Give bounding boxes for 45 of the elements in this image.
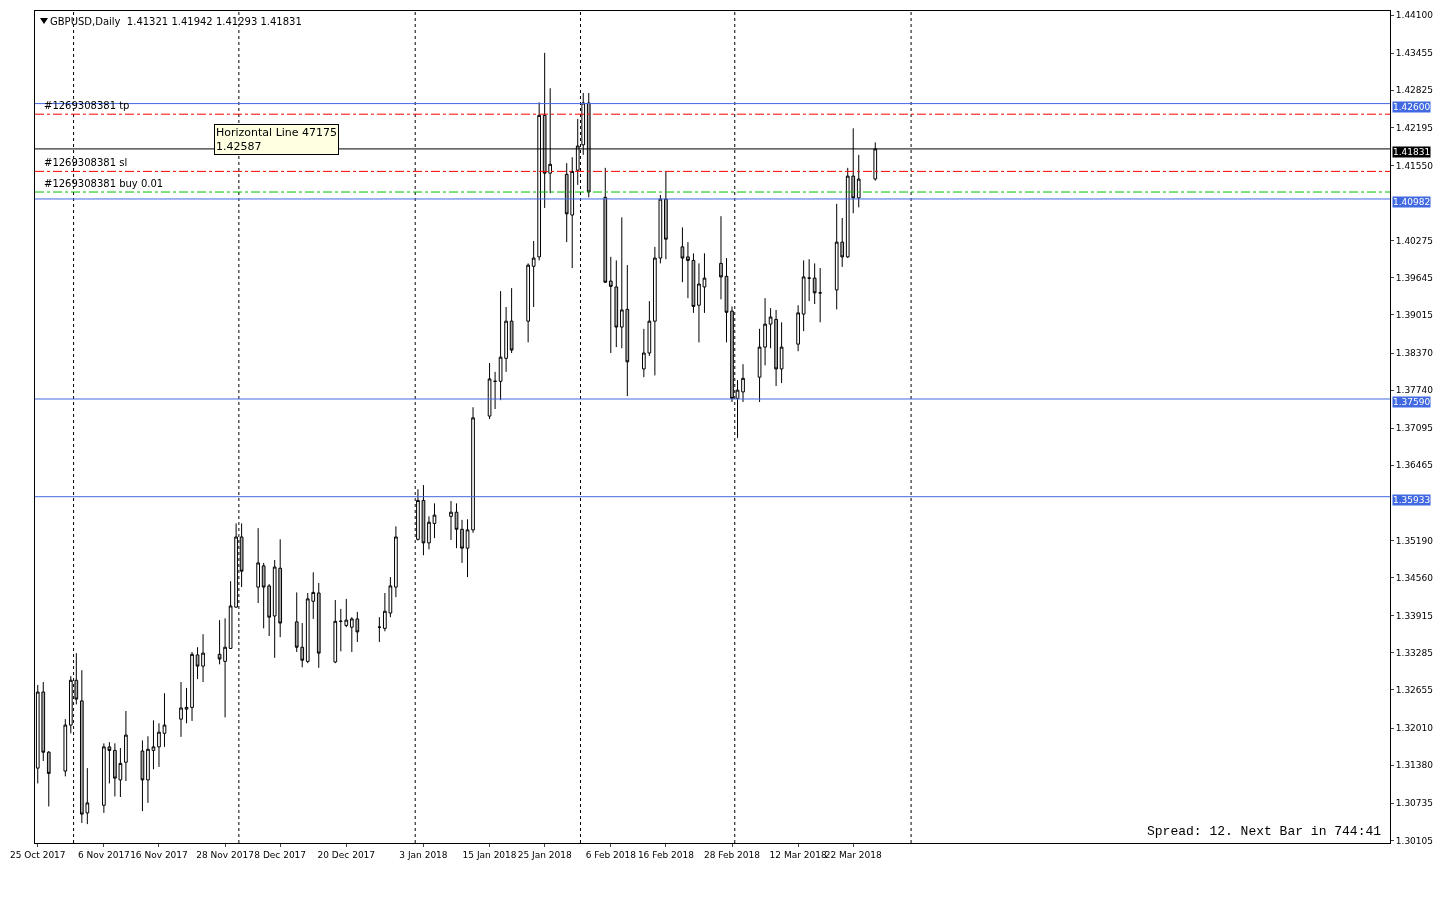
y-tick-label: 1.42825 [1395,85,1434,96]
x-tick-label: 6 Nov 2017 [77,849,130,860]
x-tick-label: 28 Feb 2018 [704,849,761,860]
y-tick-label: 1.33285 [1395,647,1434,658]
x-tick-label: 3 Jan 2018 [399,849,448,860]
y-tick-label: 1.42195 [1395,122,1434,133]
y-tick-label: 1.39015 [1395,310,1434,321]
y-tick-label: 1.35190 [1395,535,1434,546]
y-tick-label: 1.30735 [1395,798,1434,809]
y-tick-label: 1.37740 [1395,385,1434,396]
y-tick-label: 1.37095 [1395,423,1434,434]
y-tick-label: 1.40275 [1395,235,1434,246]
annotation: Horizontal Line 47175 1.42587 [216,126,338,154]
annotation: Spread: 12. Next Bar in 744:41 [1147,824,1382,839]
x-tick-label: 15 Jan 2018 [462,849,517,860]
y-tick-label: 1.32010 [1395,723,1434,734]
y-tick-label: 1.30105 [1395,835,1434,846]
x-tick-label: 28 Nov 2017 [196,849,254,860]
x-tick-label: 20 Dec 2017 [317,849,376,860]
x-tick-label: 6 Feb 2018 [585,849,637,860]
y-tick-label: 1.36465 [1395,460,1434,471]
x-tick-label: 16 Nov 2017 [130,849,188,860]
ref-line-label: 1.42600 [1393,102,1431,112]
ref-line-label: #1269308381 sl [44,157,128,168]
ref-line-label: 1.40982 [1393,197,1431,207]
ref-line-label: 1.35933 [1393,495,1431,505]
y-tick-label: 1.34560 [1395,572,1434,583]
y-tick-label: 1.32655 [1395,685,1434,696]
ref-line-label: 1.37590 [1393,397,1431,407]
ref-line-label: 1.41831 [1393,147,1431,157]
y-tick-label: 1.41550 [1395,160,1434,171]
x-tick-label: 22 Mar 2018 [824,849,883,860]
x-tick-label: 8 Dec 2017 [254,849,307,860]
y-tick-label: 1.38370 [1395,348,1434,359]
x-tick-label: 16 Feb 2018 [637,849,695,860]
y-tick-label: 1.44100 [1395,10,1434,21]
x-tick-label: 12 Mar 2018 [769,849,827,860]
y-tick-label: 1.43455 [1395,48,1434,59]
y-tick-label: 1.31380 [1395,760,1434,771]
x-tick-label: 25 Oct 2017 [9,849,66,860]
y-tick-label: 1.33915 [1395,610,1434,621]
x-tick-label: 25 Jan 2018 [517,849,572,860]
y-tick-label: 1.39645 [1395,272,1434,283]
chart-title: GBPUSD,Daily 1.41321 1.41942 1.41293 1.41831 [50,15,302,27]
ref-line-label: #1269308381 buy 0.01 [44,178,164,189]
